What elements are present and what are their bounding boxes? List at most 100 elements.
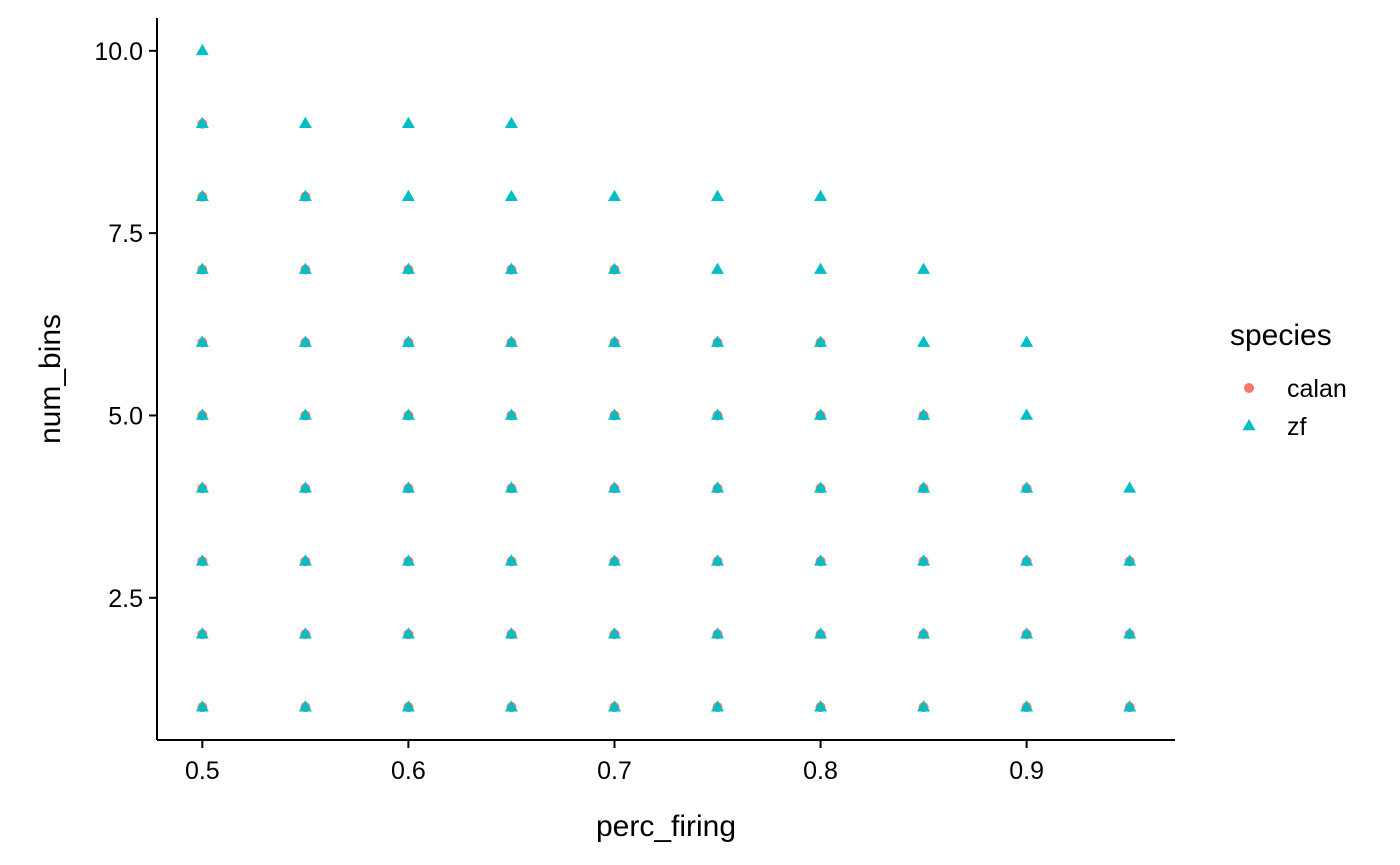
data-point-zf — [607, 554, 621, 566]
y-axis-title: num_bins — [34, 314, 67, 444]
data-point-zf — [504, 262, 518, 274]
data-point-zf — [195, 627, 209, 639]
data-point-zf — [298, 554, 312, 566]
data-point-zf — [401, 189, 415, 201]
data-point-zf — [298, 627, 312, 639]
data-point-zf — [401, 627, 415, 639]
data-point-zf — [607, 408, 621, 420]
data-point-zf — [195, 700, 209, 712]
data-point-zf — [1020, 408, 1034, 420]
y-tick-label: 7.5 — [108, 220, 143, 248]
data-point-zf — [607, 335, 621, 347]
data-point-zf — [1020, 700, 1034, 712]
data-point-zf — [195, 554, 209, 566]
data-point-zf — [298, 335, 312, 347]
legend-title: species — [1230, 319, 1332, 352]
y-tick-label: 2.5 — [108, 585, 143, 613]
plot-area — [195, 43, 1137, 713]
legend-label-zf: zf — [1287, 413, 1307, 441]
data-point-zf — [814, 262, 828, 274]
data-point-zf — [607, 481, 621, 493]
data-point-zf — [814, 627, 828, 639]
data-point-zf — [711, 408, 725, 420]
data-point-zf — [401, 481, 415, 493]
data-point-zf — [917, 335, 931, 347]
x-tick-label: 0.7 — [597, 757, 632, 785]
data-point-zf — [1020, 481, 1034, 493]
data-point-zf — [298, 189, 312, 201]
data-point-zf — [504, 627, 518, 639]
data-point-zf — [504, 408, 518, 420]
data-point-zf — [504, 554, 518, 566]
data-point-zf — [814, 408, 828, 420]
data-point-zf — [1020, 627, 1034, 639]
data-point-zf — [401, 554, 415, 566]
data-point-zf — [607, 189, 621, 201]
y-axis-ticks: 2.5 5.0 7.5 10.0 — [94, 38, 157, 613]
data-point-zf — [195, 335, 209, 347]
data-point-zf — [298, 700, 312, 712]
data-point-zf — [814, 335, 828, 347]
data-point-zf — [1123, 481, 1137, 493]
data-point-zf — [814, 481, 828, 493]
series-zf — [195, 43, 1137, 712]
data-point-zf — [1123, 627, 1137, 639]
x-tick-label: 0.8 — [803, 757, 838, 785]
legend-key-zf — [1242, 419, 1256, 431]
data-point-zf — [607, 700, 621, 712]
x-axis-ticks: 0.5 0.6 0.7 0.8 0.9 — [185, 740, 1044, 785]
data-point-zf — [504, 189, 518, 201]
series-calan — [197, 118, 1135, 713]
data-point-zf — [917, 627, 931, 639]
data-point-zf — [917, 481, 931, 493]
x-tick-label: 0.5 — [185, 757, 220, 785]
data-point-zf — [195, 262, 209, 274]
data-point-zf — [504, 700, 518, 712]
data-point-zf — [1123, 700, 1137, 712]
data-point-zf — [814, 189, 828, 201]
data-point-zf — [401, 335, 415, 347]
data-point-zf — [711, 335, 725, 347]
data-point-zf — [711, 627, 725, 639]
legend: species calan zf — [1230, 319, 1347, 441]
data-point-zf — [401, 116, 415, 129]
data-point-zf — [504, 335, 518, 347]
data-point-zf — [298, 481, 312, 493]
legend-label-calan: calan — [1287, 375, 1347, 403]
data-point-zf — [298, 408, 312, 420]
legend-entries: calan zf — [1242, 375, 1347, 441]
data-point-zf — [814, 554, 828, 566]
x-tick-label: 0.6 — [391, 757, 426, 785]
data-point-zf — [1020, 335, 1034, 347]
data-point-zf — [1020, 554, 1034, 566]
x-tick-label: 0.9 — [1009, 757, 1044, 785]
data-point-zf — [195, 408, 209, 420]
data-point-zf — [711, 554, 725, 566]
data-point-zf — [504, 481, 518, 493]
data-point-zf — [917, 700, 931, 712]
data-point-zf — [917, 554, 931, 566]
data-point-zf — [814, 700, 828, 712]
y-tick-label: 5.0 — [108, 402, 143, 430]
data-point-zf — [917, 408, 931, 420]
data-point-zf — [607, 627, 621, 639]
data-point-zf — [401, 700, 415, 712]
data-point-zf — [195, 43, 209, 56]
data-point-zf — [298, 262, 312, 274]
legend-key-calan — [1244, 383, 1254, 393]
data-point-zf — [711, 700, 725, 712]
data-point-zf — [1123, 554, 1137, 566]
data-point-zf — [401, 262, 415, 274]
data-point-zf — [607, 262, 621, 274]
data-point-zf — [504, 116, 518, 129]
data-point-zf — [711, 189, 725, 201]
x-axis-title: perc_firing — [596, 810, 736, 843]
data-point-zf — [711, 481, 725, 493]
data-point-zf — [195, 481, 209, 493]
y-tick-label: 10.0 — [94, 38, 143, 66]
data-point-zf — [195, 189, 209, 201]
data-point-zf — [195, 116, 209, 129]
data-point-zf — [711, 262, 725, 274]
data-point-zf — [401, 408, 415, 420]
